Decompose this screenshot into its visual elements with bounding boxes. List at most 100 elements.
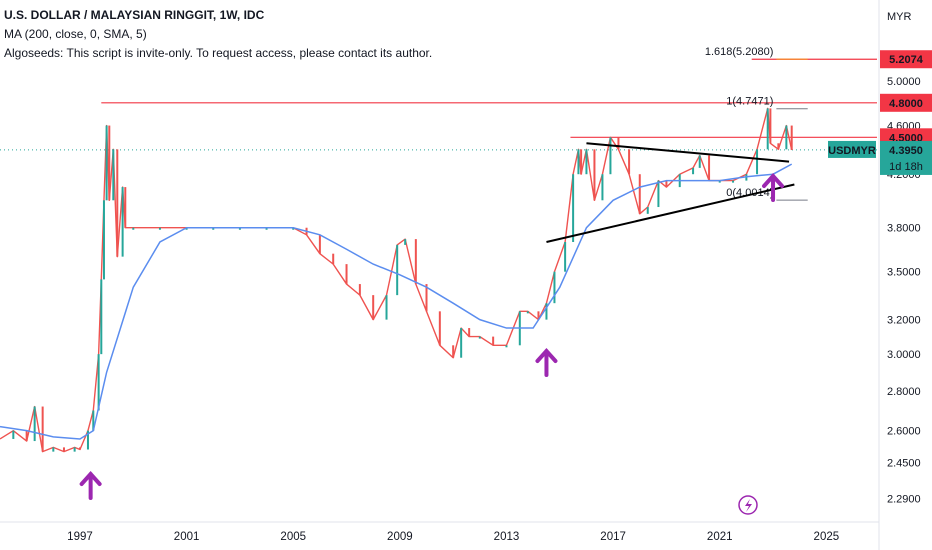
candle-mark bbox=[460, 328, 463, 358]
candle-mark bbox=[790, 125, 793, 150]
y-tick-label: 2.2900 bbox=[887, 494, 921, 506]
candle-mark bbox=[777, 143, 780, 150]
candle-mark bbox=[425, 284, 428, 312]
x-tick-label: 2025 bbox=[814, 531, 840, 543]
candle-mark bbox=[572, 174, 575, 242]
candle-mark bbox=[358, 284, 361, 296]
candle-mark bbox=[97, 354, 100, 411]
up-arrow-icon bbox=[762, 173, 785, 202]
candle-mark bbox=[718, 180, 721, 183]
candle-mark bbox=[577, 149, 580, 175]
x-tick-label: 1997 bbox=[67, 531, 93, 543]
candle-mark bbox=[62, 447, 65, 452]
candle-mark bbox=[121, 187, 124, 257]
candle-mark bbox=[585, 149, 588, 175]
level-badge-label: 5.2074 bbox=[889, 54, 924, 66]
y-tick-label: 5.0000 bbox=[887, 76, 921, 88]
candle-mark bbox=[638, 174, 641, 214]
candle-mark bbox=[646, 207, 649, 214]
level-badge bbox=[880, 93, 932, 112]
candle-mark bbox=[593, 149, 596, 201]
y-tick-label: 2.6000 bbox=[887, 426, 921, 438]
level-badge bbox=[880, 50, 932, 69]
candle-mark bbox=[609, 137, 612, 175]
candle-mark bbox=[318, 234, 321, 254]
y-tick-label: 2.8000 bbox=[887, 386, 921, 398]
candle-mark bbox=[438, 311, 441, 346]
candle-mark bbox=[212, 227, 215, 230]
symbol-badge-label: USDMYR bbox=[828, 145, 876, 157]
price-badge-value: 4.3950 bbox=[889, 145, 923, 157]
candle-mark bbox=[25, 430, 28, 442]
candle-mark bbox=[580, 149, 583, 175]
candle-mark bbox=[345, 264, 348, 285]
candle-mark bbox=[665, 180, 668, 188]
candle-mark bbox=[537, 311, 540, 320]
x-tick-label: 2009 bbox=[387, 531, 413, 543]
candle-mark bbox=[41, 406, 44, 452]
candle-mark bbox=[124, 187, 127, 228]
candle-mark bbox=[105, 125, 108, 201]
fib-label: 1(4.7471) bbox=[726, 96, 773, 108]
chart-title[interactable]: U.S. DOLLAR / MALAYSIAN RINGGIT, 1W, IDC bbox=[4, 8, 265, 22]
legend: U.S. DOLLAR / MALAYSIAN RINGGIT, 1W, IDC… bbox=[4, 6, 432, 63]
up-arrow-icon bbox=[79, 471, 102, 500]
candle-mark bbox=[73, 447, 76, 452]
candle-mark bbox=[769, 108, 772, 144]
candle-mark bbox=[414, 239, 417, 285]
candle-mark bbox=[452, 345, 455, 358]
candle-mark bbox=[292, 227, 295, 230]
level-badge-label: 4.8000 bbox=[889, 98, 923, 110]
candle-mark bbox=[332, 253, 335, 265]
candle-mark bbox=[505, 345, 508, 348]
candle-mark bbox=[78, 447, 81, 450]
candle-mark bbox=[116, 149, 119, 257]
currency-label: MYR bbox=[887, 11, 912, 23]
candle-mark bbox=[265, 227, 268, 230]
candle-mark bbox=[102, 200, 105, 280]
ma-series-line bbox=[0, 163, 793, 440]
candle-mark bbox=[617, 137, 620, 150]
candle-mark bbox=[468, 328, 471, 337]
x-tick-label: 2013 bbox=[494, 531, 520, 543]
symbol-badge bbox=[828, 140, 876, 158]
candle-mark bbox=[526, 311, 529, 314]
candle-mark bbox=[158, 227, 161, 230]
candle-mark bbox=[112, 149, 115, 201]
price-badge bbox=[880, 140, 932, 175]
y-tick-label: 2.4500 bbox=[887, 457, 921, 469]
x-tick-label: 2017 bbox=[600, 531, 626, 543]
x-tick-label: 2021 bbox=[707, 531, 733, 543]
candle-mark bbox=[732, 180, 735, 183]
candle-mark bbox=[766, 108, 769, 150]
candle-mark bbox=[108, 125, 111, 201]
candle-mark bbox=[132, 227, 135, 230]
ma-indicator-label[interactable]: MA (200, close, 0, SMA, 5) bbox=[4, 27, 147, 41]
trendline bbox=[586, 142, 790, 163]
candle-mark bbox=[12, 430, 15, 439]
y-tick-label: 3.5000 bbox=[887, 267, 921, 279]
candle-mark bbox=[628, 149, 631, 175]
candle-mark bbox=[492, 336, 495, 346]
candle-mark bbox=[33, 406, 36, 442]
y-tick-label: 3.2000 bbox=[887, 315, 921, 327]
price-series-line bbox=[0, 107, 793, 453]
candle-mark bbox=[385, 295, 388, 320]
candle-mark bbox=[692, 167, 695, 175]
candle-mark bbox=[756, 149, 759, 175]
lightning-icon bbox=[738, 495, 758, 515]
candle-mark bbox=[52, 447, 55, 452]
candle-mark bbox=[92, 410, 95, 431]
lightning-bolt-shape bbox=[745, 499, 752, 512]
fib-label: 1.618(5.2080) bbox=[705, 46, 774, 58]
y-tick-label: 3.8000 bbox=[887, 223, 921, 235]
candle-mark bbox=[698, 155, 701, 168]
candle-mark bbox=[478, 336, 481, 339]
candle-mark bbox=[657, 180, 660, 208]
candle-mark bbox=[238, 227, 241, 230]
x-tick-label: 2001 bbox=[174, 531, 200, 543]
candle-mark bbox=[100, 279, 103, 355]
candle-mark bbox=[86, 430, 89, 450]
candle-mark bbox=[785, 125, 788, 150]
